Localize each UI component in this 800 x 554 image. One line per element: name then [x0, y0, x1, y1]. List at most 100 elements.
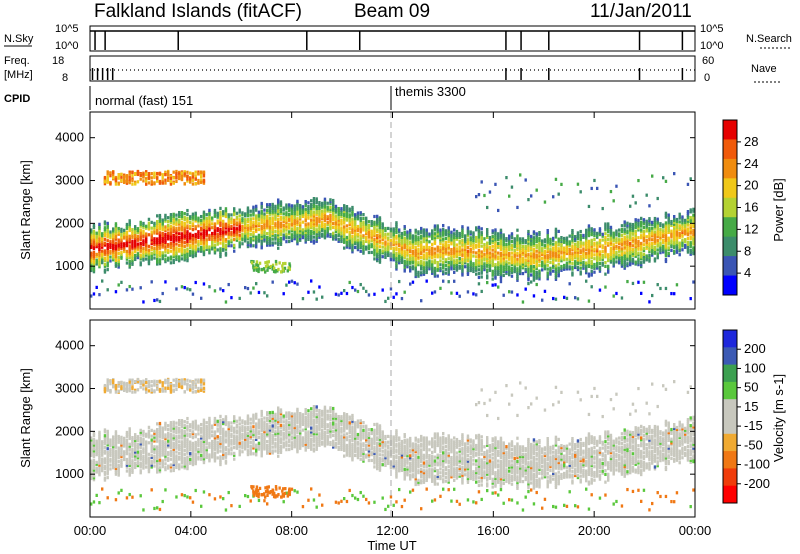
- range-cell: [516, 242, 519, 246]
- range-cell: [205, 216, 208, 221]
- range-cell: [392, 242, 395, 246]
- range-cell: [222, 223, 225, 227]
- range-cell: [392, 254, 395, 258]
- range-cell: [411, 251, 415, 255]
- range-cell: [202, 227, 206, 232]
- range-cell: [615, 250, 618, 254]
- range-cell: [480, 275, 483, 279]
- range-cell: [538, 244, 541, 248]
- range-cell: [139, 236, 142, 240]
- range-cell: [252, 217, 255, 221]
- range-cell: [205, 218, 208, 223]
- range-cell: [439, 267, 442, 271]
- range-cell: [304, 226, 307, 231]
- range-cell: [387, 244, 390, 248]
- range-cell: [664, 223, 668, 227]
- range-cell: [640, 220, 643, 224]
- range-cell: [95, 285, 98, 289]
- range-cell: [147, 460, 151, 464]
- range-cell: [560, 266, 563, 271]
- range-cell: [475, 266, 478, 270]
- range-cell: [348, 213, 351, 217]
- range-cell: [288, 207, 291, 211]
- range-cell: [585, 242, 588, 246]
- range-cell: [464, 257, 467, 261]
- range-cell: [378, 254, 382, 259]
- range-cell: [125, 177, 129, 181]
- range-cell: [128, 434, 131, 439]
- range-cell: [497, 245, 500, 249]
- range-cell: [354, 230, 357, 234]
- range-cell: [112, 233, 115, 237]
- range-cell: [409, 228, 412, 233]
- range-cell: [604, 241, 607, 245]
- range-cell: [277, 208, 280, 212]
- range-cell: [519, 270, 522, 274]
- sky-panel: [89, 25, 696, 52]
- colorbar-swatch: [723, 217, 737, 238]
- range-cell: [224, 226, 228, 230]
- range-cell: [125, 244, 129, 248]
- range-cell: [546, 277, 549, 281]
- range-cell: [398, 239, 401, 244]
- range-cell: [304, 234, 307, 238]
- range-cell: [653, 226, 657, 230]
- range-cell: [156, 225, 159, 230]
- range-cell: [620, 264, 624, 268]
- range-cell: [535, 261, 538, 265]
- range-cell: [640, 255, 643, 259]
- range-cell: [552, 256, 555, 260]
- range-cell: [139, 453, 142, 458]
- range-cell: [579, 270, 582, 274]
- range-cell: [156, 179, 159, 183]
- range-cell: [120, 439, 123, 443]
- range-cell: [414, 246, 417, 250]
- range-cell: [516, 236, 519, 240]
- range-cell: [403, 232, 406, 236]
- range-cell: [384, 242, 387, 246]
- range-cell: [590, 231, 593, 235]
- range-cell: [477, 258, 481, 262]
- range-cell: [626, 235, 629, 239]
- range-cell: [343, 234, 346, 239]
- range-cell: [428, 265, 431, 269]
- range-cell: [329, 202, 332, 206]
- range-cell: [219, 231, 222, 236]
- range-cell: [373, 238, 376, 242]
- range-cell: [260, 240, 263, 244]
- range-cell: [235, 227, 239, 231]
- range-cell: [502, 269, 505, 274]
- range-cell: [475, 195, 478, 199]
- range-cell: [538, 269, 541, 273]
- range-cell: [222, 231, 225, 235]
- range-cell: [560, 182, 563, 187]
- range-cell: [598, 232, 602, 237]
- range-cell: [530, 252, 533, 256]
- range-cell: [640, 257, 643, 261]
- range-cell: [428, 263, 431, 267]
- range-cell: [326, 217, 329, 221]
- range-cell: [257, 239, 261, 243]
- range-cell: [114, 432, 118, 436]
- range-cell: [524, 258, 527, 262]
- range-cell: [689, 243, 692, 247]
- range-cell: [629, 261, 632, 265]
- range-cell: [552, 242, 555, 246]
- range-cell: [147, 382, 151, 386]
- range-cell: [131, 455, 134, 459]
- range-cell: [648, 226, 651, 230]
- range-cell: [200, 172, 203, 176]
- range-cell: [615, 239, 618, 243]
- range-cell: [631, 249, 635, 254]
- range-cell: [134, 461, 137, 466]
- range-cell: [692, 252, 695, 256]
- range-cell: [139, 263, 142, 267]
- range-cell: [263, 220, 266, 224]
- range-cell: [120, 488, 123, 492]
- range-cell: [307, 290, 310, 294]
- range-cell: [686, 211, 690, 216]
- range-cell: [497, 268, 500, 273]
- range-cell: [637, 224, 640, 228]
- range-cell: [403, 226, 406, 231]
- range-cell: [667, 252, 670, 256]
